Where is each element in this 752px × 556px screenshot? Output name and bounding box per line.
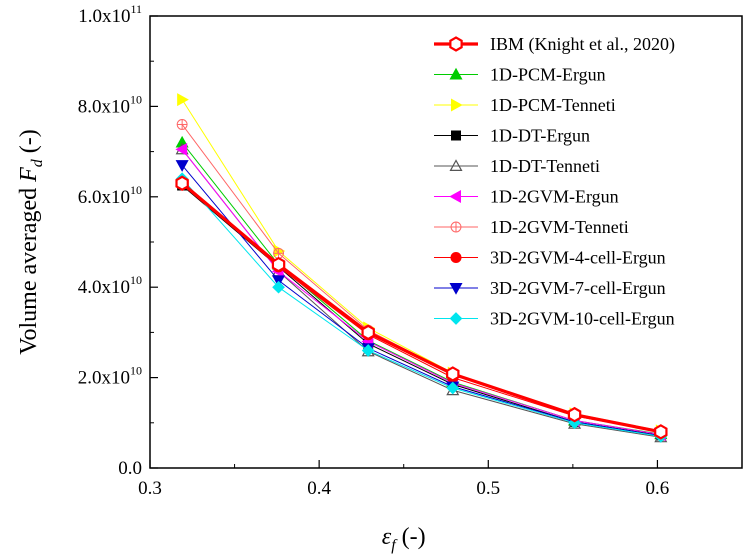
y-tick-label: 0.0 bbox=[118, 458, 142, 479]
y-axis-title: Volume averaged Fd (-) bbox=[16, 129, 46, 354]
legend-item: 3D-2GVM-10-cell-Ergun bbox=[434, 309, 675, 329]
y-tick-label: 1.0x1011 bbox=[78, 2, 142, 27]
data-point bbox=[177, 93, 189, 107]
y-tick-exponent: 10 bbox=[130, 273, 142, 287]
data-point bbox=[446, 366, 460, 382]
legend-marker bbox=[449, 312, 463, 325]
series-layer bbox=[175, 93, 668, 443]
y-axis: 0.02.0x10104.0x10106.0x10108.0x10101.0x1… bbox=[78, 2, 158, 479]
data-point bbox=[654, 424, 668, 440]
series-ibm-knight-et-al-2020- bbox=[175, 175, 668, 440]
data-point bbox=[271, 256, 286, 273]
legend-label: 1D-PCM-Ergun bbox=[490, 65, 606, 85]
data-point bbox=[176, 119, 188, 130]
x-axis-unit: (-) bbox=[402, 524, 426, 550]
y-tick-exponent: 10 bbox=[130, 183, 142, 197]
data-point bbox=[175, 142, 188, 156]
data-point bbox=[361, 324, 375, 341]
data-point bbox=[175, 175, 189, 192]
y-axis-symbol: F bbox=[16, 167, 42, 183]
legend-marker bbox=[450, 221, 462, 233]
y-tick-mantissa: 4.0x10 bbox=[78, 277, 130, 298]
data-point bbox=[273, 247, 284, 259]
legend-marker bbox=[449, 36, 463, 52]
legend-item: 1D-DT-Ergun bbox=[434, 126, 590, 146]
y-tick-mantissa: 1.0x10 bbox=[78, 6, 130, 27]
y-tick-label: 6.0x1010 bbox=[78, 183, 142, 208]
legend-label: 1D-DT-Ergun bbox=[490, 126, 590, 146]
x-tick-label: 0.5 bbox=[476, 478, 500, 499]
x-axis-symbol: ε bbox=[382, 524, 392, 550]
series-line bbox=[181, 178, 661, 437]
x-axis: 0.3 0.4 0.5 0.6 bbox=[138, 460, 743, 499]
legend-marker bbox=[451, 130, 462, 141]
legend-label: IBM (Knight et al., 2020) bbox=[490, 34, 675, 55]
legend-item: 1D-PCM-Ergun bbox=[434, 65, 606, 85]
legend-label: 1D-2GVM-Tenneti bbox=[490, 217, 629, 237]
legend-label: 3D-2GVM-4-cell-Ergun bbox=[490, 248, 666, 268]
legend: IBM (Knight et al., 2020) 1D-PCM-Ergun 1D-… bbox=[434, 34, 675, 329]
x-tick-label: 0.4 bbox=[307, 478, 331, 499]
y-tick-mantissa: 6.0x10 bbox=[78, 187, 130, 208]
y-axis-prefix: Volume averaged bbox=[16, 188, 42, 355]
data-point bbox=[361, 344, 375, 357]
legend-label: 1D-PCM-Tenneti bbox=[490, 95, 616, 115]
legend-item: 1D-DT-Tenneti bbox=[434, 156, 600, 176]
y-axis-subscript: d bbox=[29, 158, 46, 167]
legend-marker bbox=[449, 189, 461, 204]
x-tick-label: 0.3 bbox=[138, 478, 162, 499]
legend-item: 1D-2GVM-Tenneti bbox=[434, 217, 629, 237]
x-axis-title: εf (-) bbox=[382, 524, 426, 554]
legend-item: 1D-PCM-Tenneti bbox=[434, 95, 616, 115]
legend-item: 3D-2GVM-4-cell-Ergun bbox=[434, 248, 666, 268]
legend-item: 3D-2GVM-7-cell-Ergun bbox=[434, 278, 666, 298]
x-tick-label: 0.6 bbox=[646, 478, 670, 499]
series-line bbox=[181, 182, 662, 434]
y-axis-unit: (-) bbox=[16, 129, 42, 153]
legend-marker bbox=[449, 159, 463, 171]
legend-marker bbox=[449, 67, 463, 80]
data-point bbox=[175, 160, 189, 172]
legend-marker bbox=[451, 98, 463, 112]
x-axis-subscript: f bbox=[391, 537, 398, 554]
legend-marker bbox=[450, 251, 462, 264]
y-tick-exponent: 11 bbox=[130, 2, 142, 16]
y-tick-exponent: 10 bbox=[130, 92, 142, 106]
legend-label: 3D-2GVM-7-cell-Ergun bbox=[490, 278, 666, 298]
data-point bbox=[272, 280, 285, 294]
y-tick-mantissa: 2.0x10 bbox=[78, 368, 130, 389]
y-tick-label: 4.0x1010 bbox=[78, 273, 142, 298]
data-point bbox=[446, 381, 460, 395]
legend-marker bbox=[449, 283, 463, 295]
legend-label: 3D-2GVM-10-cell-Ergun bbox=[490, 309, 675, 329]
data-point bbox=[567, 406, 582, 423]
legend-item: IBM (Knight et al., 2020) bbox=[434, 34, 675, 55]
legend-item: 1D-2GVM-Ergun bbox=[434, 187, 619, 207]
legend-label: 1D-DT-Tenneti bbox=[490, 156, 600, 176]
y-tick-mantissa: 8.0x10 bbox=[78, 96, 130, 117]
y-tick-exponent: 10 bbox=[130, 364, 142, 378]
series-line bbox=[181, 164, 661, 437]
y-tick-label: 2.0x1010 bbox=[78, 364, 142, 389]
y-tick-label: 8.0x1010 bbox=[78, 92, 142, 117]
axis-titles: εf (-)Volume averagedFd(-) bbox=[16, 129, 426, 554]
legend-label: 1D-2GVM-Ergun bbox=[490, 187, 619, 207]
